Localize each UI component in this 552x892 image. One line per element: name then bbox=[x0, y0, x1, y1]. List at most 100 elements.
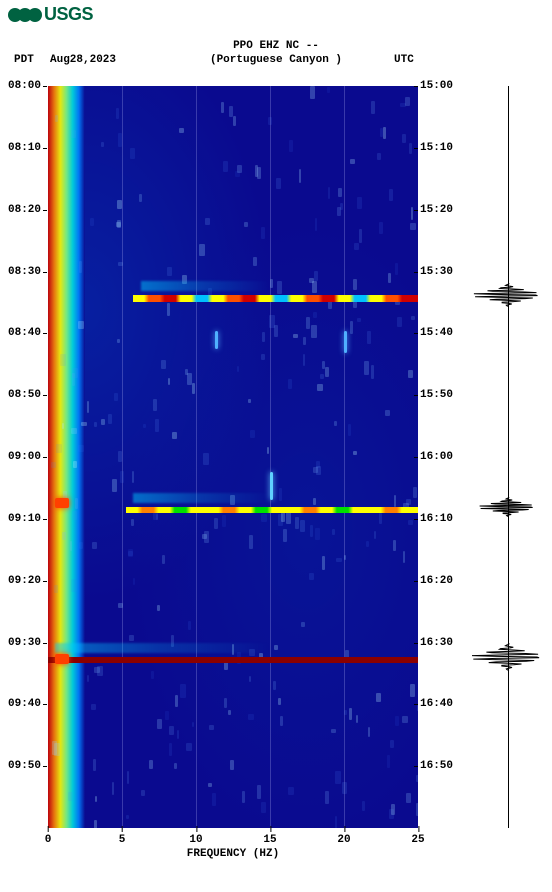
noise-speck bbox=[277, 281, 281, 294]
noise-speck bbox=[204, 531, 209, 543]
noise-speck bbox=[390, 740, 394, 749]
station-code: PPO EHZ NC -- bbox=[0, 40, 552, 52]
event-precursor bbox=[133, 493, 270, 503]
noise-speck bbox=[161, 360, 167, 370]
noise-speck bbox=[279, 488, 283, 502]
usgs-logo: USGS bbox=[8, 4, 93, 25]
noise-speck bbox=[334, 421, 337, 426]
noise-speck bbox=[167, 267, 172, 277]
noise-speck bbox=[322, 361, 324, 369]
noise-speck bbox=[249, 535, 253, 549]
ytick-left: 09:30 bbox=[8, 637, 41, 649]
noise-speck bbox=[177, 730, 179, 739]
ytick-right: 16:00 bbox=[420, 451, 453, 463]
event-precursor bbox=[141, 281, 271, 291]
spectrogram-background bbox=[48, 86, 418, 828]
noise-speck bbox=[379, 222, 384, 234]
noise-speck bbox=[205, 218, 211, 225]
noise-speck bbox=[237, 366, 239, 372]
ytick-left: 09:00 bbox=[8, 451, 41, 463]
noise-speck bbox=[280, 716, 283, 726]
ytick-left: 08:40 bbox=[8, 327, 41, 339]
ytick-right: 15:20 bbox=[420, 204, 453, 216]
ytick-right: 15:30 bbox=[420, 266, 453, 278]
date-label: Aug28,2023 bbox=[50, 54, 116, 66]
hotspot bbox=[55, 498, 69, 508]
noise-speck bbox=[394, 495, 396, 507]
noise-speck bbox=[332, 529, 335, 535]
noise-speck bbox=[131, 519, 134, 526]
noise-speck bbox=[139, 194, 142, 201]
noise-speck bbox=[87, 401, 89, 413]
noise-speck bbox=[108, 414, 112, 425]
noise-speck bbox=[328, 187, 330, 199]
noise-speck bbox=[94, 422, 97, 427]
noise-speck bbox=[250, 430, 254, 439]
noise-speck bbox=[117, 200, 122, 209]
gridline bbox=[122, 86, 123, 828]
noise-speck bbox=[117, 339, 120, 343]
noise-speck bbox=[408, 370, 413, 378]
noise-speck bbox=[416, 775, 418, 782]
noise-speck bbox=[174, 763, 178, 769]
noise-speck bbox=[75, 498, 78, 509]
xtick: 25 bbox=[411, 834, 424, 846]
noise-speck bbox=[406, 793, 411, 803]
noise-speck bbox=[90, 218, 94, 225]
seismic-burst-icon bbox=[468, 497, 548, 517]
noise-speck bbox=[203, 453, 209, 465]
noise-speck bbox=[306, 317, 310, 329]
noise-speck bbox=[179, 128, 184, 133]
noise-speck bbox=[72, 511, 77, 519]
noise-speck bbox=[395, 716, 399, 726]
noise-speck bbox=[350, 159, 354, 164]
noise-speck bbox=[157, 605, 160, 612]
noise-speck bbox=[261, 227, 265, 239]
noise-speck bbox=[79, 542, 83, 549]
noise-speck bbox=[62, 532, 65, 539]
noise-speck bbox=[344, 710, 348, 715]
noise-speck bbox=[356, 715, 358, 723]
noise-speck bbox=[371, 365, 374, 378]
logo-text: USGS bbox=[44, 4, 93, 25]
ytick-right: 16:30 bbox=[420, 637, 453, 649]
noise-speck bbox=[186, 743, 192, 750]
noise-speck bbox=[54, 585, 58, 593]
trace-baseline bbox=[508, 86, 509, 828]
ytick-left: 09:20 bbox=[8, 575, 41, 587]
noise-speck bbox=[212, 793, 215, 806]
noise-speck bbox=[169, 726, 173, 735]
noise-speck bbox=[242, 791, 245, 803]
noise-speck bbox=[228, 710, 230, 715]
noise-speck bbox=[274, 645, 279, 651]
event-precursor bbox=[55, 643, 270, 653]
noise-speck bbox=[54, 743, 60, 756]
xtick: 5 bbox=[119, 834, 126, 846]
noise-speck bbox=[337, 207, 341, 216]
noise-speck bbox=[133, 578, 136, 585]
noise-speck bbox=[309, 573, 313, 580]
noise-speck bbox=[261, 802, 265, 813]
noise-speck bbox=[60, 354, 65, 366]
noise-speck bbox=[192, 383, 195, 394]
noise-speck bbox=[230, 760, 234, 770]
noise-speck bbox=[192, 722, 195, 726]
noise-speck bbox=[187, 373, 191, 385]
timezone-left-label: PDT bbox=[14, 54, 34, 66]
noise-speck bbox=[338, 188, 342, 197]
noise-speck bbox=[406, 499, 411, 504]
noise-speck bbox=[101, 419, 105, 425]
noise-speck bbox=[268, 117, 272, 125]
noise-speck bbox=[248, 714, 254, 720]
noise-speck bbox=[286, 511, 291, 524]
noise-speck bbox=[303, 354, 305, 366]
noise-speck bbox=[126, 815, 128, 820]
noise-speck bbox=[301, 622, 305, 627]
noise-speck bbox=[299, 169, 302, 183]
noise-speck bbox=[262, 332, 266, 342]
ytick-right: 15:50 bbox=[420, 389, 453, 401]
noise-speck bbox=[79, 261, 82, 274]
noise-speck bbox=[335, 816, 337, 828]
ytick-right: 15:10 bbox=[420, 142, 453, 154]
noise-speck bbox=[410, 684, 415, 697]
